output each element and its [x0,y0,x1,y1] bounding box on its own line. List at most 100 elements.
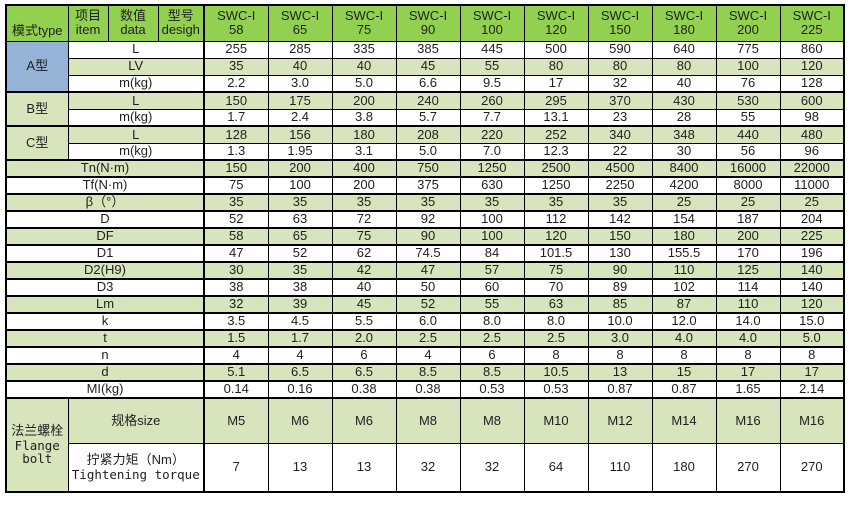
value-cell-Tf(N·m)-65: 100 [267,176,333,195]
header-model-180: SWC-I 180 [651,4,717,42]
table-row: 拧紧力矩（Nm） Tightening torque 7 13 13 32 32 64 110 1… [6,442,845,493]
table-row: m(kg) 2.2 3.0 5.0 6.6 9.5 17 32 40 76 128 [6,74,845,93]
value-cell-MI(kg)-100: 0.53 [459,380,525,399]
value-cell-A型-m(kg)-100: 9.5 [459,74,525,93]
value-cell-t-58: 1.5 [203,329,269,348]
value-cell-t-150: 3.0 [587,329,653,348]
value-cell-C型-L-180: 348 [651,125,717,144]
header-data: 数值 data [107,4,159,42]
value-cell-B型-m(kg)-120: 13.1 [523,108,589,127]
value-cell-t-120: 2.5 [523,329,589,348]
value-cell-k-90: 6.0 [395,312,461,331]
value-cell-flange-0-120: M10 [523,397,589,444]
value-cell-C型-L-200: 440 [715,125,781,144]
value-cell-β（°）-58: 35 [203,193,269,212]
table-row: MI(kg) 0.14 0.16 0.38 0.38 0.53 0.53 0.87 0.87 1.… [5,380,845,399]
value-cell-Tn(N·m)-100: 1250 [459,159,525,178]
value-cell-C型-m(kg)-58: 1.3 [203,142,269,161]
value-cell-d-180: 15 [651,363,717,382]
table-row: D2(H9) 30 35 42 47 57 75 90 110 125 140 [5,261,845,280]
value-cell-D2(H9)-200: 125 [715,261,781,280]
value-cell-C型-L-150: 340 [587,125,653,144]
value-cell-D-150: 142 [587,210,653,229]
value-cell-B型-m(kg)-90: 5.7 [395,108,461,127]
value-cell-d-75: 6.5 [331,363,397,382]
cell-text-line: SWC-I [217,8,256,24]
header-model-90: SWC-I 90 [395,4,461,42]
param-label-MI(kg): MI(kg) [5,380,205,399]
value-cell-Tn(N·m)-58: 150 [203,159,269,178]
value-cell-β（°）-120: 35 [523,193,589,212]
value-cell-DF-120: 120 [523,227,589,246]
cell-text-line: 65 [292,22,308,38]
header-model-120: SWC-I 120 [523,4,589,42]
value-cell-C型-L-100: 220 [459,125,525,144]
table-row: Lm 32 39 45 52 55 63 85 87 110 120 [5,295,845,314]
value-cell-B型-m(kg)-150: 23 [587,108,653,127]
table-row: LV 35 40 40 45 55 80 80 80 100 120 [6,57,845,76]
value-cell-DF-225: 225 [779,227,845,246]
header-model-65: SWC-I 65 [267,4,333,42]
header-row: 模式type 项目 item 数值 data 型号 desigh SWC-I 58 SWC-I 65… [5,4,845,42]
value-cell-flange-0-150: M12 [587,397,653,444]
value-cell-A型-m(kg)-200: 76 [715,74,781,93]
value-cell-k-180: 12.0 [651,312,717,331]
value-cell-C型-m(kg)-90: 5.0 [395,142,461,161]
param-label-A型-L: L [67,40,205,59]
param-label-A型-LV: LV [67,57,205,76]
table-row: k 3.5 4.5 5.5 6.0 8.0 8.0 10.0 12.0 14.0 15.0 [5,312,845,331]
value-cell-D3-100: 60 [459,278,525,297]
value-cell-MI(kg)-58: 0.14 [203,380,269,399]
value-cell-D3-65: 38 [267,278,333,297]
value-cell-A型-LV-200: 100 [715,57,781,76]
value-cell-C型-m(kg)-200: 56 [715,142,781,161]
value-cell-flange-0-58: M5 [203,397,269,444]
cell-text-line: SWC-I [728,8,768,24]
value-cell-A型-L-100: 445 [459,40,525,59]
param-label-B型-L: L [67,91,205,110]
header-model-100: SWC-I 100 [459,4,525,42]
cell-text-line: SWC-I [600,8,640,24]
value-cell-β（°）-225: 25 [779,193,845,212]
param-label-D3: D3 [5,278,205,297]
value-cell-k-150: 10.0 [587,312,653,331]
value-cell-Tf(N·m)-120: 1250 [523,176,589,195]
value-cell-flange-0-225: M16 [779,397,845,444]
value-cell-A型-LV-180: 80 [651,57,717,76]
value-cell-A型-LV-120: 80 [523,57,589,76]
param-label-β（°）: β（°） [5,193,205,212]
table-row: m(kg) 1.3 1.95 3.1 5.0 7.0 12.3 22 30 56 96 [6,142,845,161]
value-cell-flange-1-90: 32 [395,442,461,493]
header-model-200: SWC-I 200 [715,4,781,42]
header-item: 项目 item [67,4,109,42]
param-label-C型-m(kg): m(kg) [67,142,205,161]
param-label-flange-0: 规格size [67,397,205,444]
table-row: D3 38 38 40 50 60 70 89 102 114 140 [5,278,845,297]
header-model-58: SWC-I 58 [203,4,269,42]
cell-text-line: 150 [609,22,631,38]
cell-text-line: SWC-I [280,8,320,24]
value-cell-DF-75: 75 [331,227,397,246]
cell-text-line: 120 [545,22,567,38]
param-label-B型-m(kg): m(kg) [67,108,205,127]
value-cell-C型-L-90: 208 [395,125,461,144]
value-cell-flange-0-65: M6 [267,397,333,444]
value-cell-D-100: 100 [459,210,525,229]
value-cell-n-75: 6 [331,346,397,365]
value-cell-C型-m(kg)-75: 3.1 [331,142,397,161]
value-cell-A型-m(kg)-150: 32 [587,74,653,93]
value-cell-D2(H9)-58: 30 [203,261,269,280]
value-cell-β（°）-65: 35 [267,193,333,212]
value-cell-k-65: 4.5 [267,312,333,331]
value-cell-Tn(N·m)-75: 400 [331,159,397,178]
value-cell-A型-LV-100: 55 [459,57,525,76]
value-cell-D3-200: 114 [715,278,781,297]
value-cell-B型-m(kg)-200: 55 [715,108,781,127]
value-cell-Lm-180: 87 [651,295,717,314]
value-cell-Tf(N·m)-100: 630 [459,176,525,195]
table-row: DF 58 65 75 90 100 120 150 180 200 225 [5,227,845,246]
value-cell-A型-L-58: 255 [203,40,269,59]
value-cell-B型-L-120: 295 [523,91,589,110]
value-cell-t-75: 2.0 [331,329,397,348]
